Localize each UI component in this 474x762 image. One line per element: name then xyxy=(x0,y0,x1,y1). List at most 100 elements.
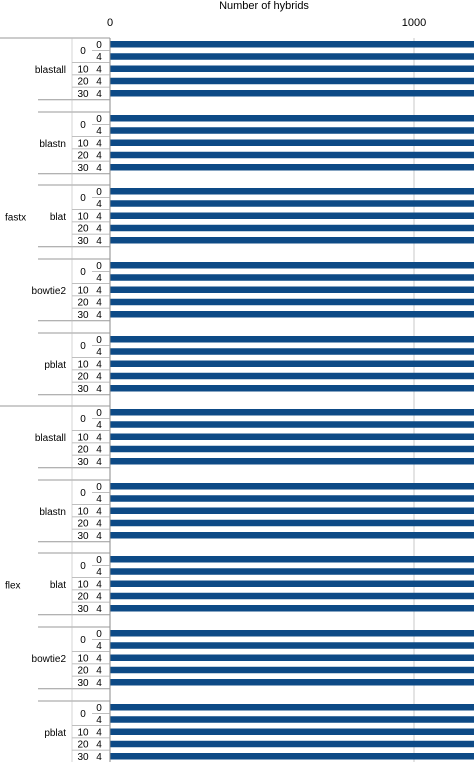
bars xyxy=(110,41,474,760)
inner-category-label: 4 xyxy=(96,298,102,309)
bar xyxy=(110,90,474,97)
bar xyxy=(110,409,474,416)
inner-category-label: 4 xyxy=(96,89,102,100)
outer-category-label: 10 xyxy=(77,285,89,296)
inner-category-label: 4 xyxy=(96,52,102,63)
subgroup-label: blastall xyxy=(35,65,66,76)
inner-category-label: 4 xyxy=(96,592,102,603)
inner-category-label: 4 xyxy=(96,519,102,530)
outer-category-label: 20 xyxy=(77,519,89,530)
outer-category-label: 20 xyxy=(77,77,89,88)
outer-category-label: 10 xyxy=(77,359,89,370)
bar xyxy=(110,311,474,318)
outer-category-label: 0 xyxy=(80,488,86,499)
inner-category-label: 4 xyxy=(96,531,102,542)
bar xyxy=(110,41,474,48)
x-tick-label: 1000 xyxy=(402,17,426,29)
x-axis-ticks: 01000200030004000500060007000 xyxy=(107,17,426,29)
bar xyxy=(110,188,474,195)
bar xyxy=(110,458,474,465)
category-labels: fastxblastall004410420430blastn004410420… xyxy=(5,40,102,762)
bar xyxy=(110,704,474,711)
inner-category-label: 4 xyxy=(96,211,102,222)
inner-category-label: 0 xyxy=(96,555,102,566)
bar xyxy=(110,642,474,649)
outer-category-label: 0 xyxy=(80,46,86,57)
bar xyxy=(110,360,474,367)
bar xyxy=(110,483,474,490)
outer-category-label: 10 xyxy=(77,432,89,443)
bar xyxy=(110,421,474,428)
bar xyxy=(110,348,474,355)
inner-category-label: 4 xyxy=(96,138,102,149)
bar xyxy=(110,274,474,281)
inner-category-label: 4 xyxy=(96,199,102,210)
inner-category-label: 4 xyxy=(96,432,102,443)
outer-category-label: 30 xyxy=(77,384,89,395)
inner-category-label: 0 xyxy=(96,261,102,272)
outer-category-label: 0 xyxy=(80,561,86,572)
bar xyxy=(110,127,474,134)
inner-category-label: 4 xyxy=(96,285,102,296)
outer-category-label: 30 xyxy=(77,310,89,321)
inner-category-label: 0 xyxy=(96,114,102,125)
bar xyxy=(110,433,474,440)
outer-category-label: 0 xyxy=(80,635,86,646)
subgroup-label: blastn xyxy=(39,507,66,518)
subgroup-label: pblat xyxy=(44,360,66,371)
bar xyxy=(110,77,474,85)
inner-category-label: 4 xyxy=(96,715,102,726)
inner-category-label: 0 xyxy=(96,408,102,419)
inner-category-label: 4 xyxy=(96,384,102,395)
inner-category-label: 4 xyxy=(96,64,102,75)
inner-category-label: 4 xyxy=(96,126,102,137)
outer-category-label: 0 xyxy=(80,267,86,278)
inner-category-label: 4 xyxy=(96,372,102,383)
inner-category-label: 4 xyxy=(96,653,102,664)
bar xyxy=(110,385,474,392)
bar xyxy=(110,286,474,293)
bar xyxy=(110,679,474,686)
bar xyxy=(110,115,474,122)
bar xyxy=(110,372,474,380)
subgroup-label: pblat xyxy=(44,728,66,739)
bar xyxy=(110,592,474,600)
bar xyxy=(110,336,474,343)
inner-category-label: 4 xyxy=(96,151,102,162)
outer-category-label: 30 xyxy=(77,163,89,174)
outer-category-label: 30 xyxy=(77,604,89,615)
inner-category-label: 4 xyxy=(96,273,102,284)
inner-category-label: 4 xyxy=(96,740,102,751)
subgroup-label: bowtie2 xyxy=(32,654,67,665)
bar xyxy=(110,740,474,748)
bar xyxy=(110,507,474,514)
inner-category-label: 4 xyxy=(96,163,102,174)
outer-category-label: 30 xyxy=(77,531,89,542)
inner-category-label: 4 xyxy=(96,457,102,468)
bar xyxy=(110,237,474,244)
bar xyxy=(110,495,474,502)
inner-category-label: 4 xyxy=(96,666,102,677)
bar xyxy=(110,212,474,219)
inner-category-label: 4 xyxy=(96,641,102,652)
bar xyxy=(110,298,474,306)
inner-category-label: 4 xyxy=(96,579,102,590)
subgroup-label: bowtie2 xyxy=(32,286,67,297)
inner-category-label: 4 xyxy=(96,224,102,235)
inner-category-label: 4 xyxy=(96,359,102,370)
outer-category-label: 20 xyxy=(77,445,89,456)
subgroup-label: blat xyxy=(50,580,66,591)
bar xyxy=(110,568,474,575)
bar xyxy=(110,53,474,60)
inner-category-label: 4 xyxy=(96,506,102,517)
subgroup-label: blastall xyxy=(35,433,66,444)
bar xyxy=(110,728,474,735)
outer-category-label: 10 xyxy=(77,211,89,222)
outer-category-label: 20 xyxy=(77,740,89,751)
subgroup-label: blat xyxy=(50,212,66,223)
inner-category-label: 4 xyxy=(96,678,102,689)
bar xyxy=(110,605,474,612)
outer-category-label: 30 xyxy=(77,457,89,468)
inner-category-label: 4 xyxy=(96,567,102,578)
